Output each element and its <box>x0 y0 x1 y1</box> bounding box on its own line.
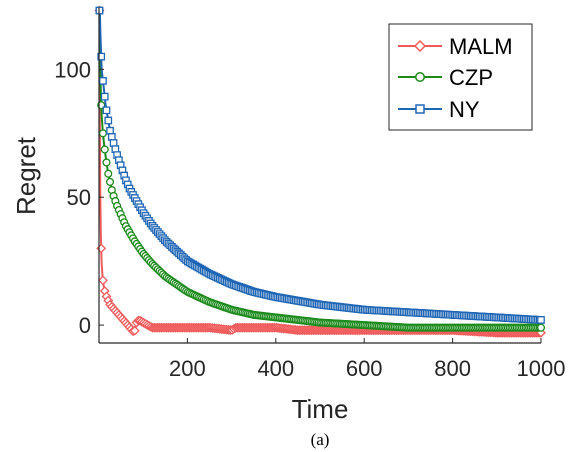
x-tick-label: 200 <box>169 356 206 381</box>
x-tick-label: 800 <box>434 356 471 381</box>
series-point-ny <box>537 316 545 324</box>
x-tick-label: 1000 <box>517 356 566 381</box>
series-point-czp <box>102 158 111 167</box>
legend-marker-czp <box>415 72 426 82</box>
legend-entry-malm: MALM <box>398 34 513 59</box>
legend-entry-czp: CZP <box>398 65 493 90</box>
series-czp <box>95 6 546 332</box>
legend-label-malm: MALM <box>449 34 513 59</box>
series-point-malm <box>129 325 140 336</box>
series-point-czp <box>100 145 109 154</box>
legend-label-ny: NY <box>449 97 480 122</box>
legend-label-czp: CZP <box>449 65 493 90</box>
legend: MALM CZP NY <box>388 23 533 131</box>
series-point-czp <box>536 323 546 332</box>
y-tick-label: 50 <box>67 185 91 210</box>
y-tick-label: 100 <box>54 57 91 82</box>
series-point-ny <box>97 52 106 61</box>
x-tick-label: 400 <box>257 356 294 381</box>
series-point-ny <box>104 116 113 125</box>
legend-marker-malm <box>413 39 427 53</box>
y-tick-label: 0 <box>79 313 91 338</box>
series-point-malm <box>98 275 108 286</box>
series-point-czp <box>107 186 116 195</box>
x-tick-label: 600 <box>346 356 383 381</box>
series-point-ny <box>106 126 114 135</box>
series-point-czp <box>104 169 113 178</box>
figure-caption: (a) <box>311 430 330 449</box>
series-point-ny <box>107 133 116 141</box>
legend-entry-ny: NY <box>398 97 480 122</box>
series-point-ny <box>109 139 118 147</box>
plot-series <box>94 5 546 338</box>
legend-marker-ny <box>415 104 425 114</box>
series-point-ny <box>102 106 111 115</box>
series-point-czp <box>98 129 108 138</box>
axes <box>98 8 541 344</box>
series-point-czp <box>106 177 115 186</box>
y-axis-title: Regret <box>11 136 41 215</box>
x-axis-title: Time <box>292 394 349 424</box>
series-malm <box>94 5 546 338</box>
series-point-ny <box>99 77 107 85</box>
series-point-ny <box>100 92 109 101</box>
series-ny <box>95 6 545 324</box>
ticks: 200 400 600 800 1000 0 50 100 <box>54 57 565 381</box>
